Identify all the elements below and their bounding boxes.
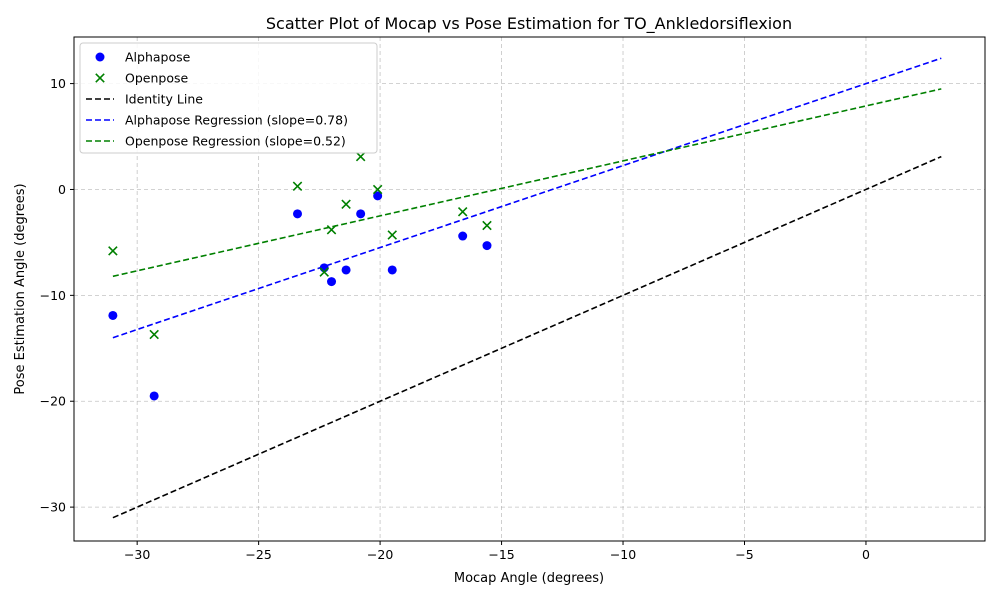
x-tick-label: −25 [245,547,271,562]
data-points [108,151,492,401]
point-alphapose [327,277,337,287]
x-tick-label: −15 [488,547,514,562]
point-alphapose [356,209,366,219]
y-tick-label: −20 [40,394,66,409]
x-tick-label: −5 [735,547,753,562]
point-openpose [457,206,468,217]
axis-ticks: −30 −25 −20 −15 −10 −5 0 −30 −20 −10 0 10 [40,76,870,562]
x-axis-label: Mocap Angle (degrees) [454,571,604,586]
legend-label: Openpose Regression (slope=0.52) [125,134,346,149]
y-tick-label: 0 [58,182,66,197]
point-openpose [355,151,366,162]
point-openpose [292,181,303,192]
point-alphapose [292,209,302,219]
x-tick-label: −10 [610,547,636,562]
legend: Alphapose Openpose Identity Line Alphapose … [79,42,378,154]
x-tick-label: −20 [367,547,393,562]
y-axis-label: Pose Estimation Angle (degrees) [13,183,28,394]
legend-box [79,42,378,154]
point-openpose [149,329,159,340]
point-openpose [372,184,383,195]
legend-marker-circle [95,52,105,62]
point-alphapose [482,241,492,251]
legend-label: Openpose [125,71,188,86]
series-line [112,88,942,278]
point-alphapose [108,310,118,320]
point-openpose [319,267,329,277]
y-tick-label: 10 [50,76,66,91]
point-openpose [482,220,492,231]
point-alphapose [373,191,383,201]
legend-marker-x [95,73,105,83]
regression-lines [112,57,942,519]
series-line [112,155,942,519]
y-tick-label: −30 [40,500,66,515]
point-openpose [387,230,398,240]
plot-frame [73,36,986,542]
y-tick-label: −10 [40,288,66,303]
point-alphapose [458,231,468,241]
point-openpose [326,224,337,235]
x-tick-label: −30 [124,547,150,562]
point-alphapose [387,265,397,275]
legend-label: Identity Line [125,92,203,107]
chart-title: Scatter Plot of Mocap vs Pose Estimation… [266,14,792,34]
point-alphapose [149,391,159,401]
legend-label: Alphapose Regression (slope=0.78) [125,113,348,128]
legend-label: Alphapose [125,50,191,65]
point-alphapose [341,265,351,275]
point-openpose [108,246,118,256]
series-line [112,57,942,339]
point-openpose [341,199,351,210]
x-tick-label: 0 [862,547,870,562]
